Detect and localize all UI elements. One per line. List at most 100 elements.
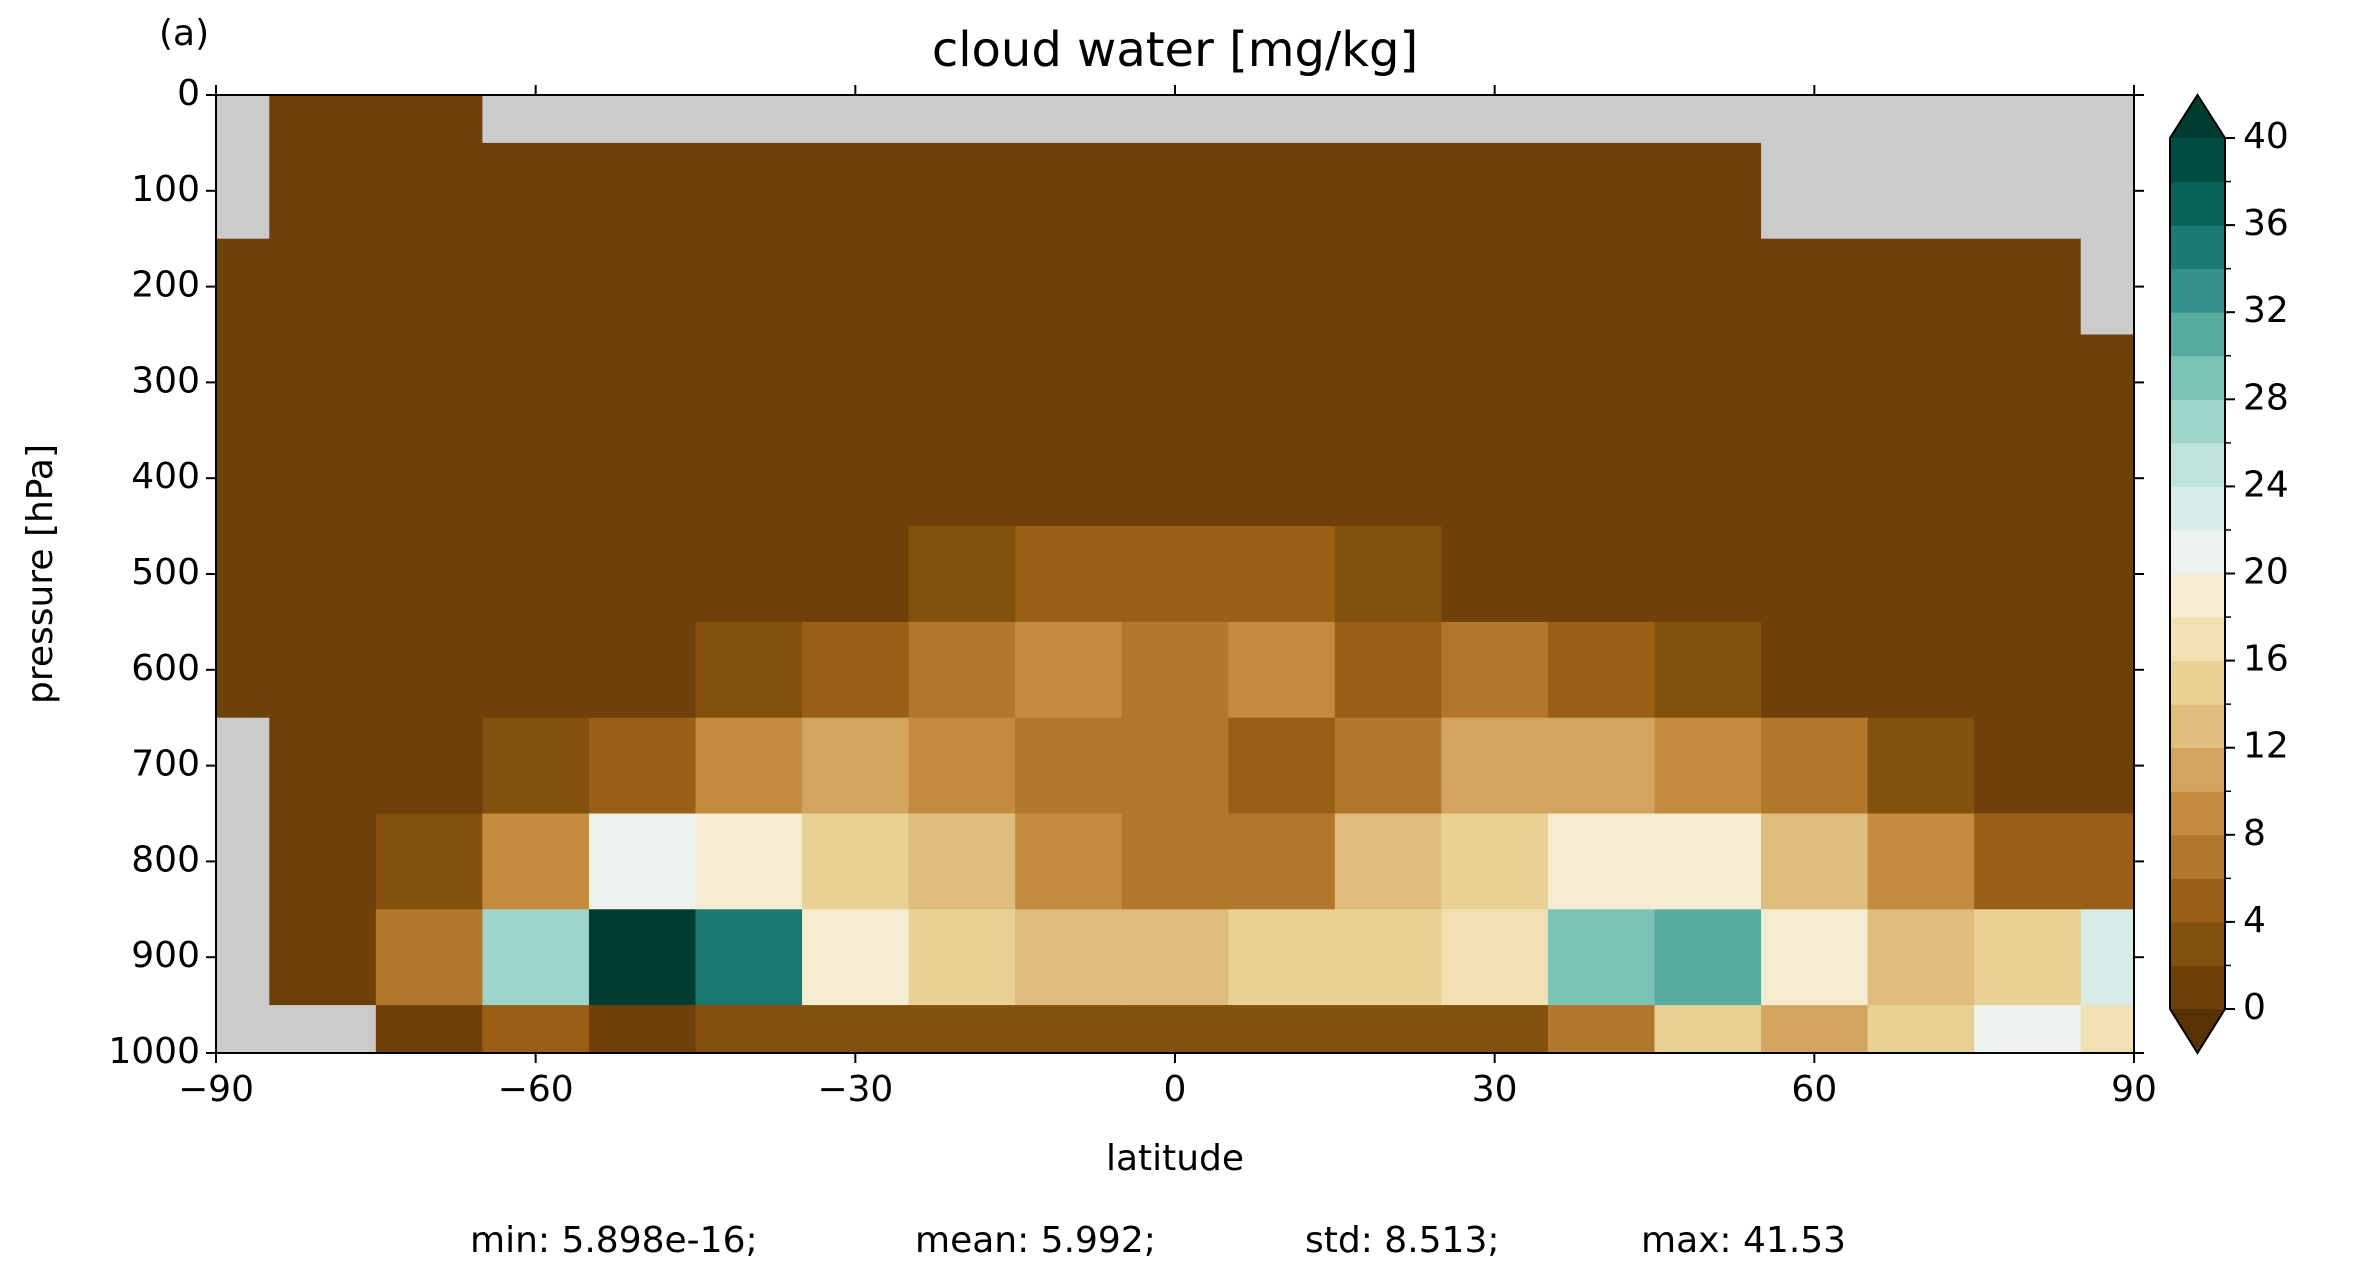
x-tick-label: 60 [1791,1069,1837,1110]
x-tick-label: 90 [2111,1069,2157,1110]
contour-cell [1654,334,1762,431]
contour-cell [1334,142,1442,240]
contour-cell [269,717,377,814]
chart-title: cloud water [mg/kg] [932,22,1418,78]
contour-cell [1121,1005,1229,1054]
contour-cell [1761,95,1869,144]
contour-cell [1334,526,1442,623]
contour-cell [1974,334,2082,431]
contour-cell [216,430,270,527]
contour-cell [1547,621,1655,719]
contour-cell [1015,1005,1123,1054]
contour-cell [375,526,483,623]
contour-cell [1015,334,1123,431]
colorbar-tick-label: 12 [2243,726,2289,767]
contour-cell [588,142,696,240]
contour-cell [1654,238,1762,335]
contour-cell [1761,238,1869,335]
contour-cell [216,621,270,719]
contour-cell [1547,95,1655,144]
contour-cell [1228,717,1336,814]
contour-cell [375,813,483,910]
contour-cell [1334,717,1442,814]
contour-cell [802,334,910,431]
y-tick-label: 500 [131,552,200,593]
contour-cell [1761,717,1869,814]
contour-cell [482,813,590,910]
contour-cell [269,142,377,240]
x-axis-label: latitude [1106,1138,1244,1179]
contour-cell [1334,1005,1442,1054]
panel-label: (a) [159,13,209,54]
contour-cell [1547,526,1655,623]
y-tick-label: 900 [131,935,200,976]
contour-cell [1974,142,2082,240]
contour-cell [269,334,377,431]
contour-cell [1547,717,1655,814]
contour-cell [1015,95,1123,144]
contour-cell [908,717,1016,814]
contour-cell [1441,909,1549,1006]
colorbar-tick-label: 4 [2243,900,2266,941]
contour-cell [1441,1005,1549,1054]
contour-cell [269,430,377,527]
contour-cell [1974,621,2082,719]
contour-cell [695,909,803,1006]
contour-cell [1974,717,2082,814]
contour-cell [1015,238,1123,335]
contour-cell [2080,526,2135,623]
contour-cell [1334,430,1442,527]
contour-cell [1974,1005,2082,1054]
contour-cell [1761,526,1869,623]
contour-cell [802,813,910,910]
y-tick-label: 800 [131,839,200,880]
y-tick-label: 700 [131,744,200,785]
contour-cell [1654,1005,1762,1054]
contour-cell [588,334,696,431]
contour-cell [588,95,696,144]
contour-cell [2080,142,2135,240]
contour-cell [1228,621,1336,719]
contour-cell [1974,526,2082,623]
contour-cell [269,526,377,623]
contour-cell [588,430,696,527]
contour-cell [695,1005,803,1054]
contour-cell [1761,430,1869,527]
contour-cell [1441,238,1549,335]
contour-cell [1761,813,1869,910]
contour-cell [1121,95,1229,144]
contour-cell [2080,621,2135,719]
contour-cell [269,1005,377,1054]
contour-cell [1867,95,1975,144]
contour-cell [1654,621,1762,719]
contour-cell [1441,813,1549,910]
contour-cell [482,238,590,335]
contour-cell [375,430,483,527]
contour-cell [1974,909,2082,1006]
contour-cell [802,1005,910,1054]
colorbar-tick-label: 8 [2243,813,2266,854]
contour-cell [908,526,1016,623]
contour-cell [216,95,270,144]
contour-cell [2080,430,2135,527]
contour-cell [1654,813,1762,910]
contour-cell [482,909,590,1006]
contour-cell [216,717,270,814]
contour-cell [1334,813,1442,910]
contour-cell [375,95,483,144]
contour-cell [802,430,910,527]
contour-cell [1654,95,1762,144]
contour-cell [695,334,803,431]
contour-cell [216,909,270,1006]
colorbar-tick-label: 24 [2243,464,2289,505]
contour-cell [1228,430,1336,527]
colorbar-bin [2170,312,2225,357]
colorbar-bin [2170,704,2225,749]
colorbar-bin [2170,138,2225,183]
contour-cell [375,334,483,431]
contour-cell [1441,621,1549,719]
x-tick-label: −60 [498,1069,574,1110]
contour-cell [1015,717,1123,814]
contour-cell [908,142,1016,240]
